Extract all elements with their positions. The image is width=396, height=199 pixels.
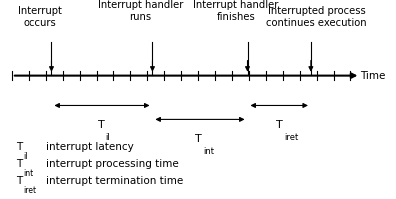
Text: il: il bbox=[23, 152, 27, 161]
Text: il: il bbox=[106, 133, 110, 142]
Text: Interrupted process
continues execution: Interrupted process continues execution bbox=[267, 6, 367, 28]
Text: interrupt latency: interrupt latency bbox=[46, 142, 133, 152]
Text: interrupt processing time: interrupt processing time bbox=[46, 159, 178, 169]
Text: Time: Time bbox=[360, 71, 386, 81]
Text: interrupt termination time: interrupt termination time bbox=[46, 176, 183, 186]
Text: int: int bbox=[203, 147, 214, 156]
Text: iret: iret bbox=[284, 133, 298, 142]
Text: Interrupt
occurs: Interrupt occurs bbox=[18, 6, 61, 28]
Text: T: T bbox=[16, 176, 22, 186]
Text: T: T bbox=[16, 142, 22, 152]
Text: T: T bbox=[276, 120, 283, 130]
Text: Interrupt handler
runs: Interrupt handler runs bbox=[98, 0, 183, 22]
Text: iret: iret bbox=[23, 186, 36, 195]
Text: T: T bbox=[97, 120, 105, 130]
Text: T: T bbox=[194, 134, 202, 144]
Text: int: int bbox=[23, 169, 33, 178]
Text: Interrupt handler
finishes: Interrupt handler finishes bbox=[193, 0, 278, 22]
Text: T: T bbox=[16, 159, 22, 169]
